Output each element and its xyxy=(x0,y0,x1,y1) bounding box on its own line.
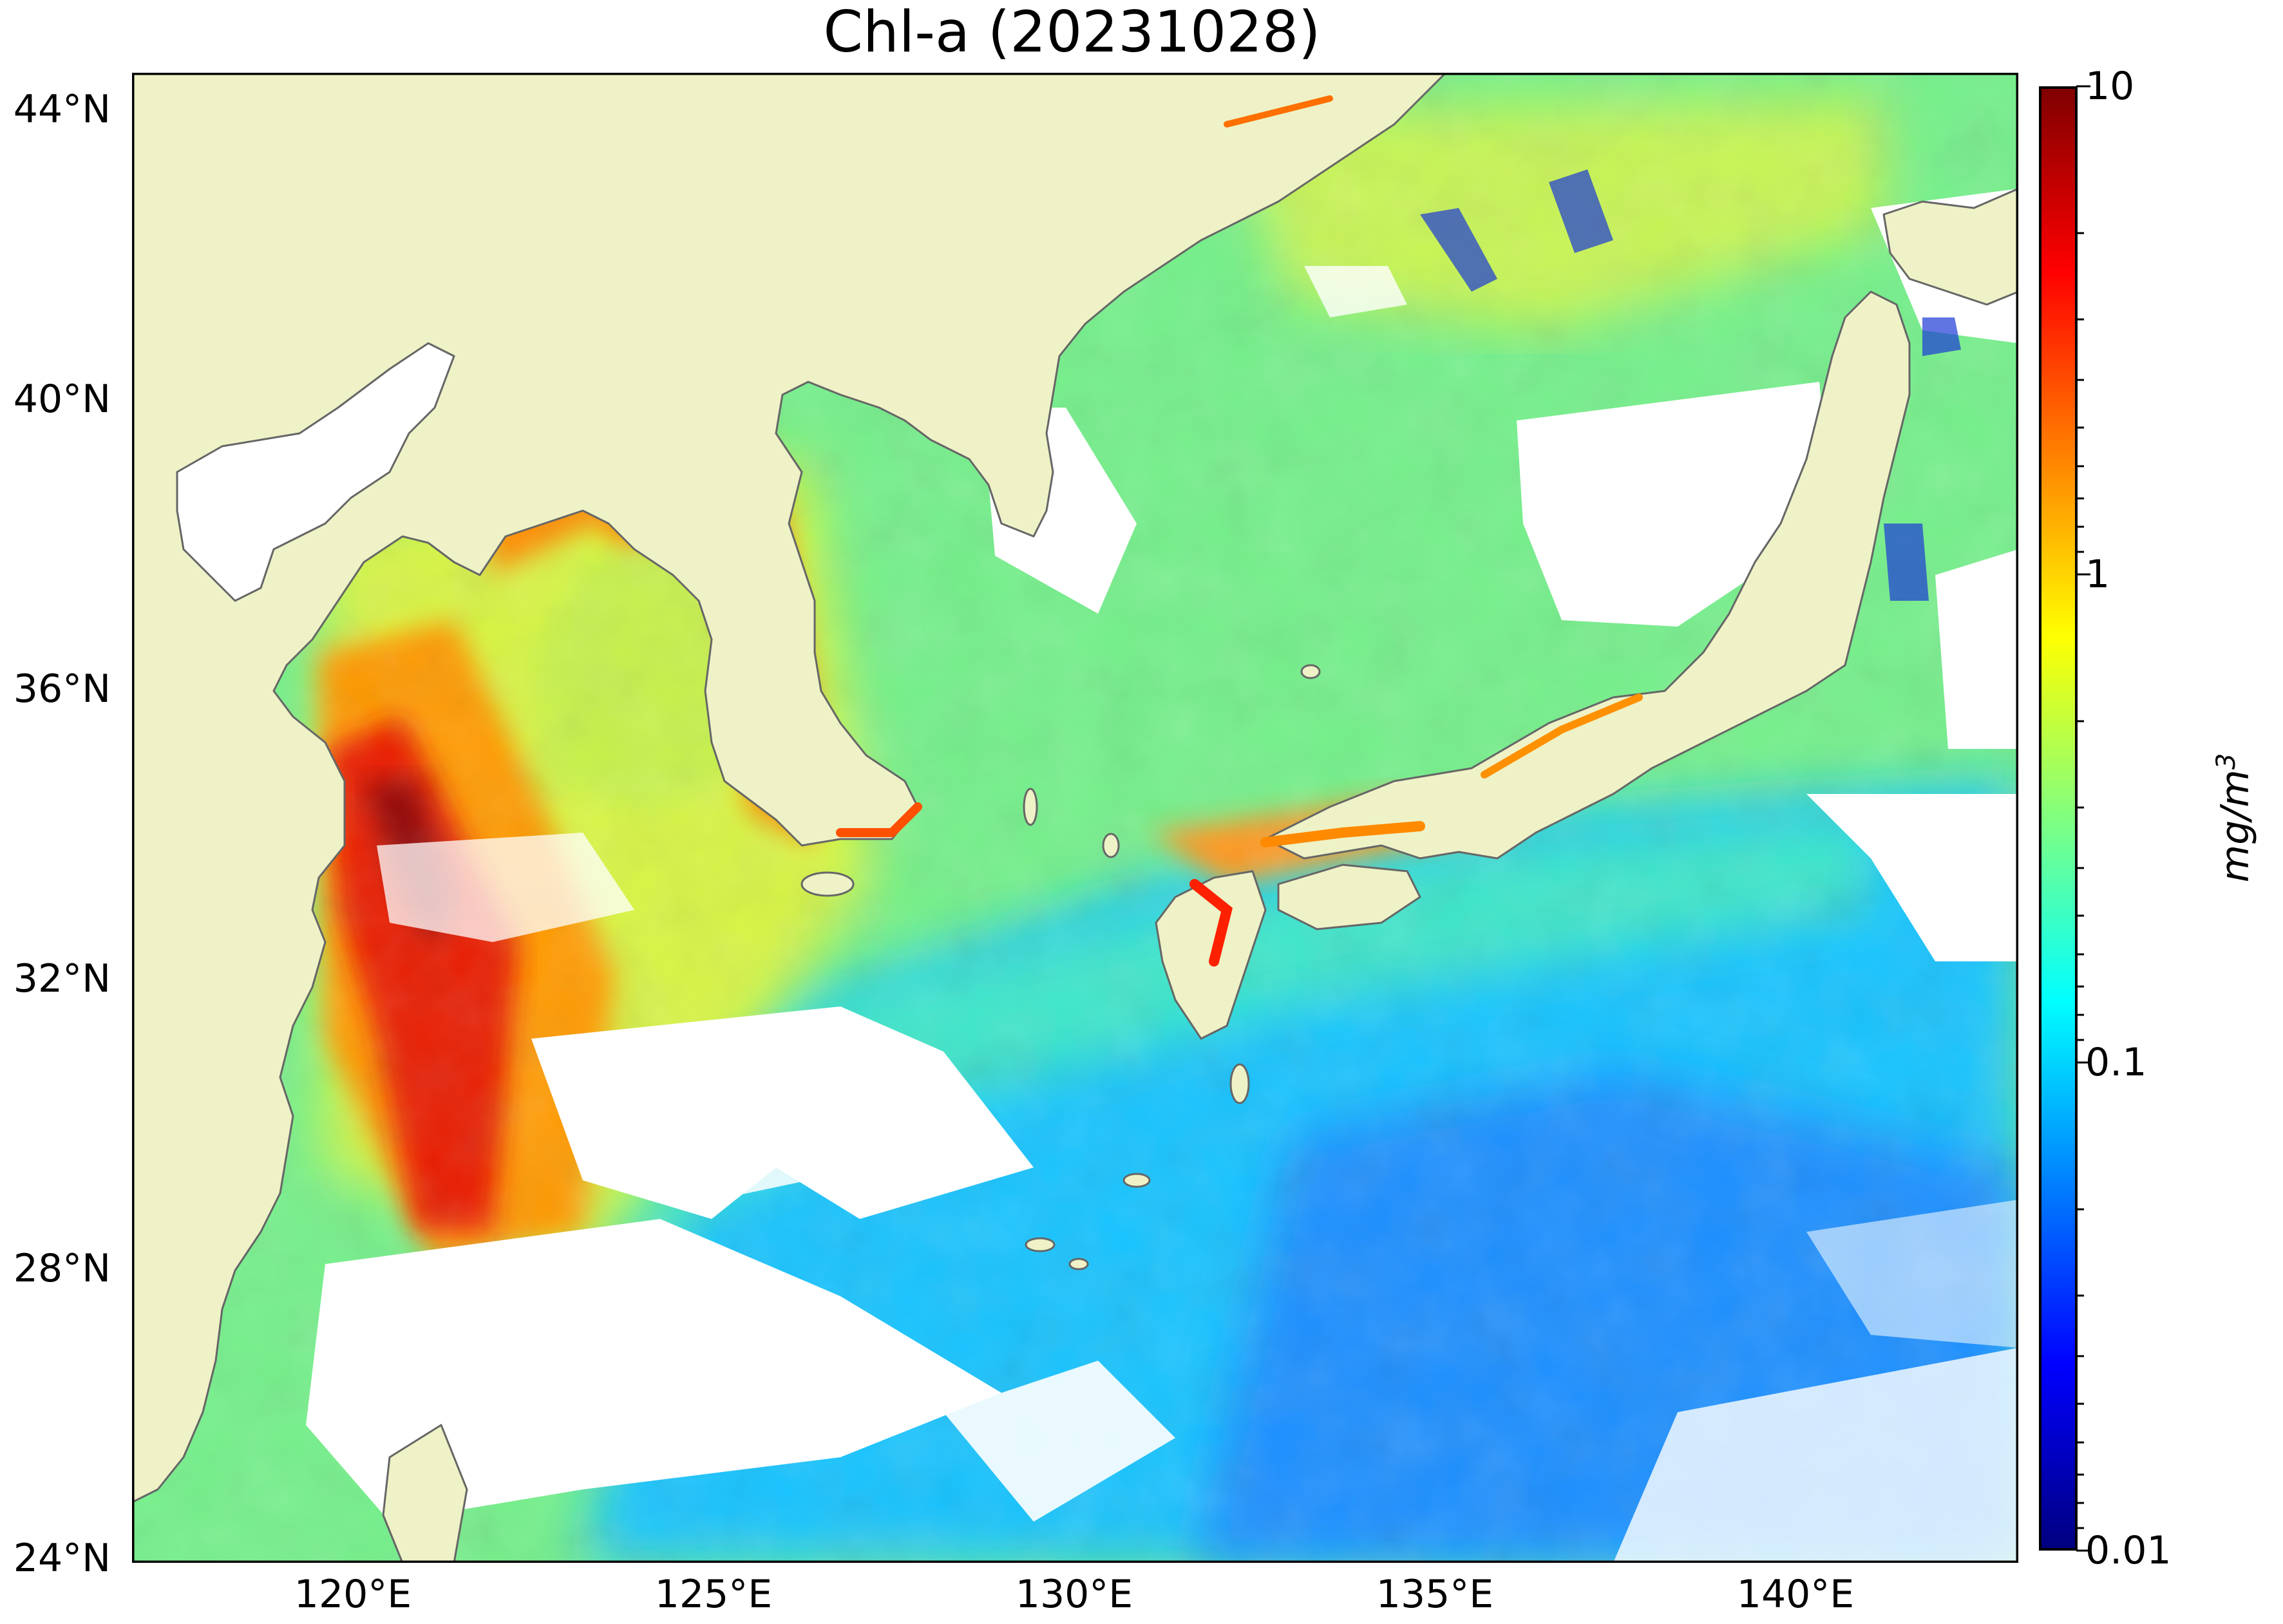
land-honshu xyxy=(1264,290,1911,860)
no-data-patches xyxy=(306,189,2018,1563)
land-jeju xyxy=(800,871,855,897)
land xyxy=(132,73,2018,1563)
land-shikoku xyxy=(1277,864,1421,930)
colorbar-ticks xyxy=(2076,85,2090,1552)
colorbar xyxy=(2039,86,2078,1551)
lat-label: 32°N xyxy=(13,956,111,1001)
lat-label: 40°N xyxy=(13,377,111,422)
map-title: Chl-a (20231028) xyxy=(823,0,1321,65)
lon-label: 130°E xyxy=(1015,1572,1133,1617)
colorbar-unit-label: mg/m3 xyxy=(2212,753,2258,883)
lat-label: 36°N xyxy=(13,666,111,712)
land-taiwan xyxy=(382,1424,468,1563)
lon-label: 125°E xyxy=(654,1572,773,1617)
chlorophyll-map xyxy=(132,73,2018,1563)
lat-label: 28°N xyxy=(13,1246,111,1291)
lon-label: 120°E xyxy=(294,1572,412,1617)
bohai-sea xyxy=(176,342,455,602)
coastal-fringe xyxy=(836,95,1643,967)
colorbar-tick-label: 10 xyxy=(2085,64,2135,109)
land-asia-mainland xyxy=(132,73,1447,1504)
lon-label: 140°E xyxy=(1736,1572,1855,1617)
lat-label: 24°N xyxy=(13,1536,111,1581)
lon-label: 135°E xyxy=(1376,1572,1494,1617)
colorbar-tick-label: 0.1 xyxy=(2085,1040,2147,1085)
colorbar-tick-label: 1 xyxy=(2085,552,2110,597)
lat-label: 44°N xyxy=(13,87,111,132)
colorbar-tick-label: 0.01 xyxy=(2085,1528,2172,1573)
land-hokkaido xyxy=(1882,187,2018,306)
